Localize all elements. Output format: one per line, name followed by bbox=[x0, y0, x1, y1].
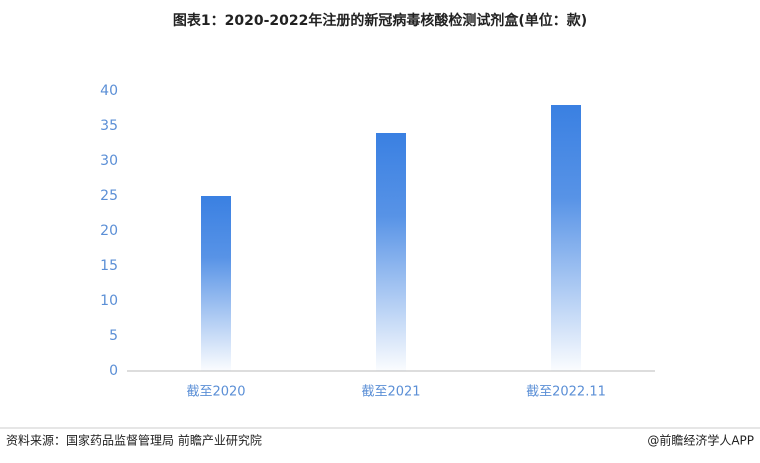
x-tick-label: 截至2021 bbox=[361, 385, 420, 400]
bar bbox=[551, 105, 581, 371]
y-tick-label: 25 bbox=[100, 188, 118, 204]
y-tick-label: 0 bbox=[109, 363, 118, 379]
y-tick-label: 35 bbox=[100, 118, 118, 134]
bar bbox=[201, 196, 231, 371]
credit: @前瞻经济学人APP bbox=[647, 433, 754, 448]
bar bbox=[376, 133, 406, 371]
x-tick-label: 截至2020 bbox=[186, 385, 245, 400]
x-tick-label: 截至2022.11 bbox=[526, 385, 606, 400]
y-tick-label: 10 bbox=[100, 293, 118, 309]
source: 资料来源：国家药品监督管理局 前瞻产业研究院 bbox=[6, 433, 262, 448]
y-tick-label: 15 bbox=[100, 258, 118, 274]
y-tick-label: 20 bbox=[100, 223, 118, 239]
chart-title: 图表1：2020-2022年注册的新冠病毒核酸检测试剂盒(单位：款) bbox=[173, 12, 587, 29]
y-tick-label: 5 bbox=[109, 328, 118, 344]
y-tick-label: 30 bbox=[100, 153, 118, 169]
y-tick-label: 40 bbox=[100, 83, 118, 99]
